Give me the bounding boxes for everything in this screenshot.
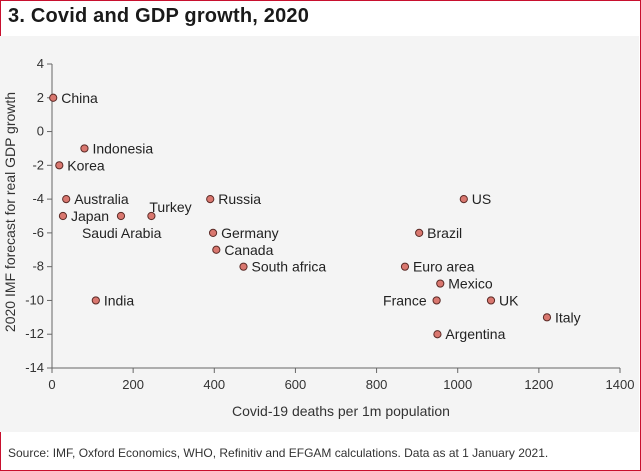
point-label-korea: Korea xyxy=(67,157,105,173)
point-uk xyxy=(486,296,496,305)
point-label-india: India xyxy=(104,292,135,308)
y-tick-label: 4 xyxy=(37,56,44,71)
point-france xyxy=(432,296,441,305)
x-tick-label: 400 xyxy=(203,377,225,392)
point-italy xyxy=(542,313,552,322)
source-note: Source: IMF, Oxford Economics, WHO, Refi… xyxy=(8,446,549,460)
point-label-indonesia: Indonesia xyxy=(92,140,153,156)
point-us xyxy=(459,195,468,204)
point-korea xyxy=(55,161,64,170)
y-tick-label: -6 xyxy=(32,225,44,240)
point-label-saudi-arabia: Saudi Arabia xyxy=(82,225,162,241)
point-germany xyxy=(208,228,218,237)
y-tick-label: -4 xyxy=(32,191,44,206)
x-tick-label: 0 xyxy=(48,377,55,392)
point-china xyxy=(49,93,58,102)
plot-background xyxy=(0,36,639,432)
x-tick-label: 800 xyxy=(366,377,388,392)
y-tick-label: -2 xyxy=(32,157,44,172)
point-label-uk: UK xyxy=(499,292,519,308)
x-tick-label: 1400 xyxy=(606,377,635,392)
point-turkey xyxy=(147,211,156,221)
point-label-us: US xyxy=(472,191,491,207)
point-label-canada: Canada xyxy=(224,242,273,258)
point-label-germany: Germany xyxy=(221,225,279,241)
chart-title: 3. Covid and GDP growth, 2020 xyxy=(8,5,310,27)
point-saudi-arabia xyxy=(116,211,126,221)
point-japan xyxy=(58,211,68,221)
point-australia xyxy=(62,195,71,204)
y-tick-label: -14 xyxy=(25,360,44,375)
y-tick-label: 0 xyxy=(37,124,44,139)
point-label-south-africa: South africa xyxy=(251,259,326,275)
x-tick-label: 1200 xyxy=(524,377,553,392)
point-label-euro-area: Euro area xyxy=(413,259,475,275)
point-label-italy: Italy xyxy=(555,309,581,325)
point-india xyxy=(91,296,100,305)
x-axis-label: Covid-19 deaths per 1m population xyxy=(232,403,450,419)
y-tick-label: -8 xyxy=(32,259,44,274)
x-tick-label: 200 xyxy=(122,377,144,392)
x-tick-label: 600 xyxy=(285,377,307,392)
point-label-australia: Australia xyxy=(74,191,129,207)
point-label-argentina: Argentina xyxy=(445,326,505,342)
x-tick-label: 1000 xyxy=(443,377,472,392)
point-label-turkey: Turkey xyxy=(149,199,191,215)
point-brazil xyxy=(415,228,424,237)
point-indonesia xyxy=(80,144,89,153)
point-label-mexico: Mexico xyxy=(448,276,493,292)
y-axis-label: 2020 IMF forecast for real GDP growth xyxy=(2,92,18,332)
point-mexico xyxy=(436,279,445,288)
point-label-brazil: Brazil xyxy=(427,225,462,241)
y-tick-label: -12 xyxy=(25,326,44,341)
y-tick-label: 2 xyxy=(37,90,44,105)
point-label-china: China xyxy=(61,90,98,106)
point-euro-area xyxy=(400,262,410,271)
point-label-russia: Russia xyxy=(218,191,261,207)
point-canada xyxy=(212,245,221,254)
point-south-africa xyxy=(239,262,248,271)
point-label-france: France xyxy=(383,292,427,308)
point-russia xyxy=(206,195,215,204)
point-argentina xyxy=(433,330,442,339)
point-label-japan: Japan xyxy=(71,208,109,224)
y-tick-label: -10 xyxy=(25,292,44,307)
